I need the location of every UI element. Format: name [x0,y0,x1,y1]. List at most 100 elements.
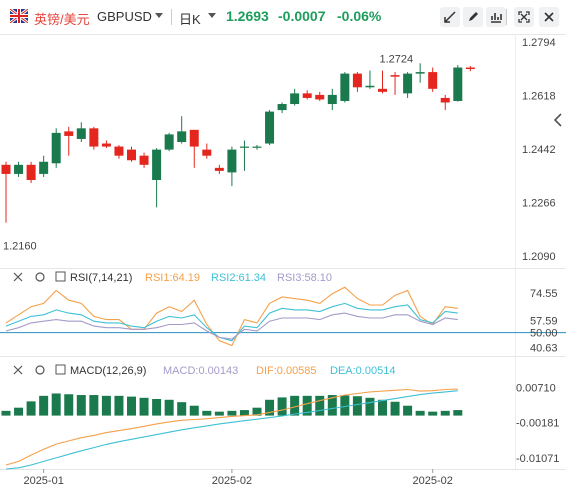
macd-bar [403,405,413,416]
price-change-percent: -0.06% [337,8,382,24]
grid-toggle-icon[interactable] [55,271,66,282]
rsi-series-line [5,286,458,347]
macd-bar [277,397,287,416]
candle-body [352,73,362,88]
candle-body [14,164,24,174]
cross-ruler-button[interactable] [440,7,460,27]
candle-body [465,67,475,70]
rsi1-legend: RSI1:64.19 [145,272,200,284]
pair-code[interactable]: GBPUSD [97,9,152,24]
macd-bar [315,395,325,416]
collapse-icon[interactable] [13,365,23,375]
timeframe-selector[interactable]: 日K [179,12,201,27]
macd-bar [327,395,337,416]
macd-axis: 0.00710 -0.00181 -0.01071 [516,383,559,465]
candle-body [340,73,350,101]
macd-bar [89,395,99,416]
chart-settings-button[interactable] [486,7,506,27]
macd-bar [101,395,111,416]
macd-bar [440,410,450,416]
candle-body [365,85,375,88]
rsi-tick-label: 50.00 [530,328,558,340]
candle-body [177,131,187,143]
candle-body [164,134,174,150]
chart-toolbar: 英镑/美元 GBPUSD 日K 1.2693 -0.0007 -0.06% [0,0,566,34]
pair-name[interactable]: 英镑/美元 [34,12,90,27]
close-button[interactable] [539,7,559,27]
macd-bar [378,399,387,416]
candle-body [453,67,463,101]
macd-bar [390,401,400,416]
rsi-tick-label: 74.55 [530,288,558,300]
macd-bar [26,401,36,416]
candle-body [64,131,74,136]
candle-body [252,146,262,148]
candle-body [390,75,400,77]
rsi-series-line [5,312,458,340]
rsi2-legend: RSI2:61.34 [211,272,266,284]
price-change: -0.0007 [278,8,326,24]
macd-bar [152,398,162,416]
rsi-title: RSI(7,14,21) [70,272,132,284]
settings-icon[interactable] [35,272,45,282]
timeframe-chevron-down-icon[interactable] [208,13,216,18]
macd-bar [139,397,149,416]
grid-toggle-icon[interactable] [55,364,66,375]
collapse-icon[interactable] [13,272,23,282]
candle-body [290,93,300,105]
macd-bar [428,411,438,416]
dea-line [5,390,458,470]
candle-body [127,149,136,161]
macd-tick-label: -0.01071 [516,453,559,465]
macd-bar [352,396,362,416]
price-axis: 1.2794 1.2618 1.2442 1.2266 1.2090 [522,37,556,263]
date-tick-label: 2025-01 [23,475,63,487]
divider [171,9,172,25]
chevron-left-icon[interactable] [552,113,564,127]
candle-body [327,94,337,105]
candle-body [239,146,249,148]
candle-body [26,164,36,181]
last-price: 1.2693 [226,8,269,24]
dif-legend: DIF:0.00585 [256,365,317,377]
candle-body [101,143,111,147]
macd-bar [265,399,275,416]
candle-body [315,94,325,100]
price-tick-label: 1.2618 [522,91,556,103]
macd-bar [51,393,61,416]
price-tick-label: 1.2266 [522,198,556,210]
settings-icon[interactable] [35,365,45,375]
rsi-pane[interactable] [0,286,566,347]
candle-body [114,146,124,156]
candle-body [378,88,387,92]
price-tick-label: 1.2794 [522,37,556,49]
rsi-legend: RSI(7,14,21) RSI1:64.19 RSI2:61.34 RSI3:… [13,271,332,284]
price-pane[interactable]: 1.2724 1.2160 [1,53,475,253]
candle-body [428,72,438,89]
date-tick-label: 2025-02 [413,475,453,487]
candle-body [152,149,162,181]
macd-pane[interactable] [1,388,463,470]
macd-bar [302,395,312,416]
candle-body [277,104,287,111]
price-tick-label: 1.2090 [522,251,556,263]
candle-body [202,149,212,156]
candle-body [415,72,425,74]
macd-bar [252,407,262,416]
draw-button[interactable] [463,7,483,27]
chevron-down-icon[interactable] [155,13,163,18]
fullscreen-button[interactable] [514,7,534,27]
date-axis: 2025-01 2025-02 2025-02 [23,469,453,487]
dif-line [5,388,458,466]
macd-bar [227,410,237,416]
divider [506,9,507,25]
macd-bar [127,396,136,416]
dea-legend: DEA:0.00514 [330,365,395,377]
macd-bar [453,410,463,416]
macd-legend: MACD(12,26,9) MACD:0.00143 DIF:0.00585 D… [13,364,395,377]
rsi3-legend: RSI3:58.10 [277,272,332,284]
candle-body [214,167,224,171]
cross-ruler-icon [444,11,456,23]
